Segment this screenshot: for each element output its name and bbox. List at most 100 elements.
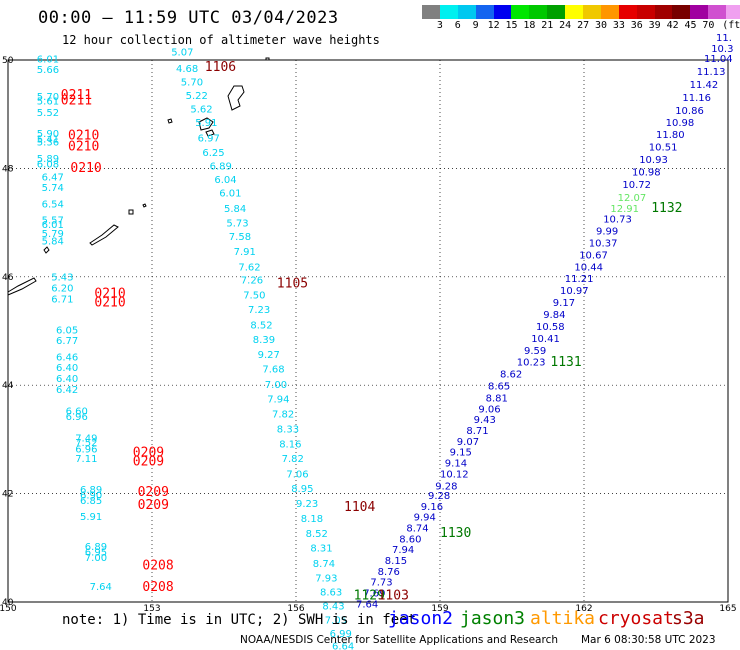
pass-time-label: 0211: [61, 93, 92, 108]
wave-height-value: 8.71: [466, 426, 488, 437]
wave-height-value: 8.43: [322, 602, 344, 613]
pass-time-label: 0209: [133, 446, 164, 461]
legend-swatch: [422, 5, 440, 19]
wave-height-value: 9.06: [478, 404, 500, 415]
wave-height-value: 5.61: [37, 96, 59, 107]
wave-height-value: 8.52: [306, 529, 328, 540]
wave-height-value: 6.96: [75, 444, 97, 455]
wave-height-value: 5.36: [37, 138, 59, 149]
map-subtitle: 12 hour collection of altimeter wave hei…: [62, 33, 380, 47]
wave-height-value: 8.65: [488, 382, 510, 393]
pass-time-label: 0209: [138, 498, 169, 513]
wave-height-value: 5.91: [195, 118, 217, 129]
x-tick-label: 156: [287, 604, 304, 614]
wave-height-value: 10.3: [711, 44, 733, 55]
pass-time-label: 0210: [94, 296, 125, 311]
wave-height-value: 8.74: [313, 559, 335, 570]
wave-height-value: 5.73: [226, 218, 248, 229]
wave-height-value: 7.91: [234, 247, 256, 258]
legend-label: 42: [666, 20, 679, 31]
wave-height-value: 5.22: [186, 91, 208, 102]
wave-height-value: 8.63: [320, 587, 342, 598]
wave-height-value: 7.52: [75, 438, 97, 449]
wave-height-value: 10.97: [560, 286, 589, 297]
wave-height-value: 7.64: [356, 599, 378, 610]
legend-label: 12: [487, 20, 500, 31]
wave-height-value: 7.62: [238, 262, 260, 273]
legend-label: 3: [436, 20, 443, 31]
satellite-legend-s3a: s3a: [672, 608, 705, 629]
x-tick-label: 165: [719, 604, 736, 614]
map-frame: [7, 59, 729, 603]
wave-height-value: 7.82: [272, 410, 294, 421]
wave-height-value: 7.49: [75, 434, 97, 445]
wave-height-value: 10.73: [603, 215, 632, 226]
y-tick-label: 42: [2, 490, 13, 500]
legend-label: 36: [630, 20, 643, 31]
satellite-legend-jason3: jason3: [460, 608, 526, 629]
wave-height-value: 7.82: [282, 454, 304, 465]
pass-time-label: 1106: [205, 60, 236, 75]
y-tick-label: 50: [2, 56, 14, 66]
wave-height-value: 5.43: [51, 273, 73, 284]
legend-label: 24: [559, 20, 572, 31]
island-outline: [205, 129, 215, 137]
wave-height-value: 10.23: [517, 358, 546, 369]
wave-height-value: 6.99: [330, 629, 352, 640]
wave-height-value: 9.59: [524, 346, 546, 357]
wave-height-value: 5.70: [181, 77, 203, 88]
wave-height-value: 9.94: [414, 513, 436, 524]
legend-label: 15: [505, 20, 518, 31]
pass-time-label: 0208: [142, 580, 173, 595]
wave-height-value: 6.77: [56, 336, 78, 347]
legend-label: 39: [648, 20, 661, 31]
wave-height-value: 5.66: [37, 65, 59, 76]
wave-height-value: 10.37: [589, 238, 618, 249]
wave-height-value: 5.74: [42, 183, 64, 194]
island-outline: [89, 224, 119, 246]
island-outline: [43, 246, 50, 254]
wave-height-value: 5.84: [42, 236, 64, 247]
wave-height-value: 10.98: [632, 167, 661, 178]
wave-height-value: 7.05: [325, 616, 347, 627]
wave-height-value: 9.16: [421, 502, 443, 513]
wave-height-value: 11.80: [656, 130, 685, 141]
wave-height-value: 6.85: [80, 496, 102, 507]
legend-swatch: [439, 5, 458, 19]
pass-time-label: 1131: [550, 355, 581, 370]
wave-height-value: 10.93: [639, 155, 668, 166]
wave-height-value: 6.97: [198, 133, 220, 144]
wave-height-value: 7.93: [315, 573, 337, 584]
x-tick-label: 153: [143, 604, 160, 614]
island-outline: [7, 277, 37, 296]
wave-height-value: 5.52: [37, 108, 59, 119]
pass-time-label: 1129: [354, 588, 385, 603]
pass-time-label: 1130: [440, 526, 471, 541]
legend-label: 6: [454, 20, 461, 31]
wave-height-value: 6.89: [210, 161, 232, 172]
map-title: 00:00 – 11:59 UTC 03/04/2023: [38, 8, 339, 28]
pass-time-label: 0210: [70, 161, 101, 176]
wave-height-value: 7.69: [363, 589, 385, 600]
wave-height-value: 7.50: [243, 290, 265, 301]
pass-time-label: 0211: [61, 88, 92, 103]
wave-height-value: 9.15: [450, 448, 472, 459]
wave-height-value: 7.23: [248, 305, 270, 316]
wave-height-value: 6.01: [219, 189, 241, 200]
wave-height-value: 5.79: [42, 229, 64, 240]
wave-height-value: 8.18: [301, 514, 323, 525]
wave-height-value: 9.27: [258, 350, 280, 361]
legend-label: 30: [594, 20, 608, 31]
wave-height-value: 7.11: [75, 454, 97, 465]
legend-swatch: [672, 5, 691, 19]
wave-height-value: 7.06: [286, 469, 308, 480]
wave-height-value: 6.01: [37, 55, 59, 66]
wave-height-value: 6.71: [51, 294, 73, 305]
pass-time-label: 0210: [94, 286, 125, 301]
legend-swatch: [583, 5, 601, 19]
wave-height-value: 11.16: [682, 93, 711, 104]
wave-height-value: 5.41: [37, 134, 59, 145]
legend-label: 70: [702, 20, 715, 31]
legend-swatch: [690, 5, 709, 19]
wave-height-value: 7.94: [392, 545, 414, 556]
